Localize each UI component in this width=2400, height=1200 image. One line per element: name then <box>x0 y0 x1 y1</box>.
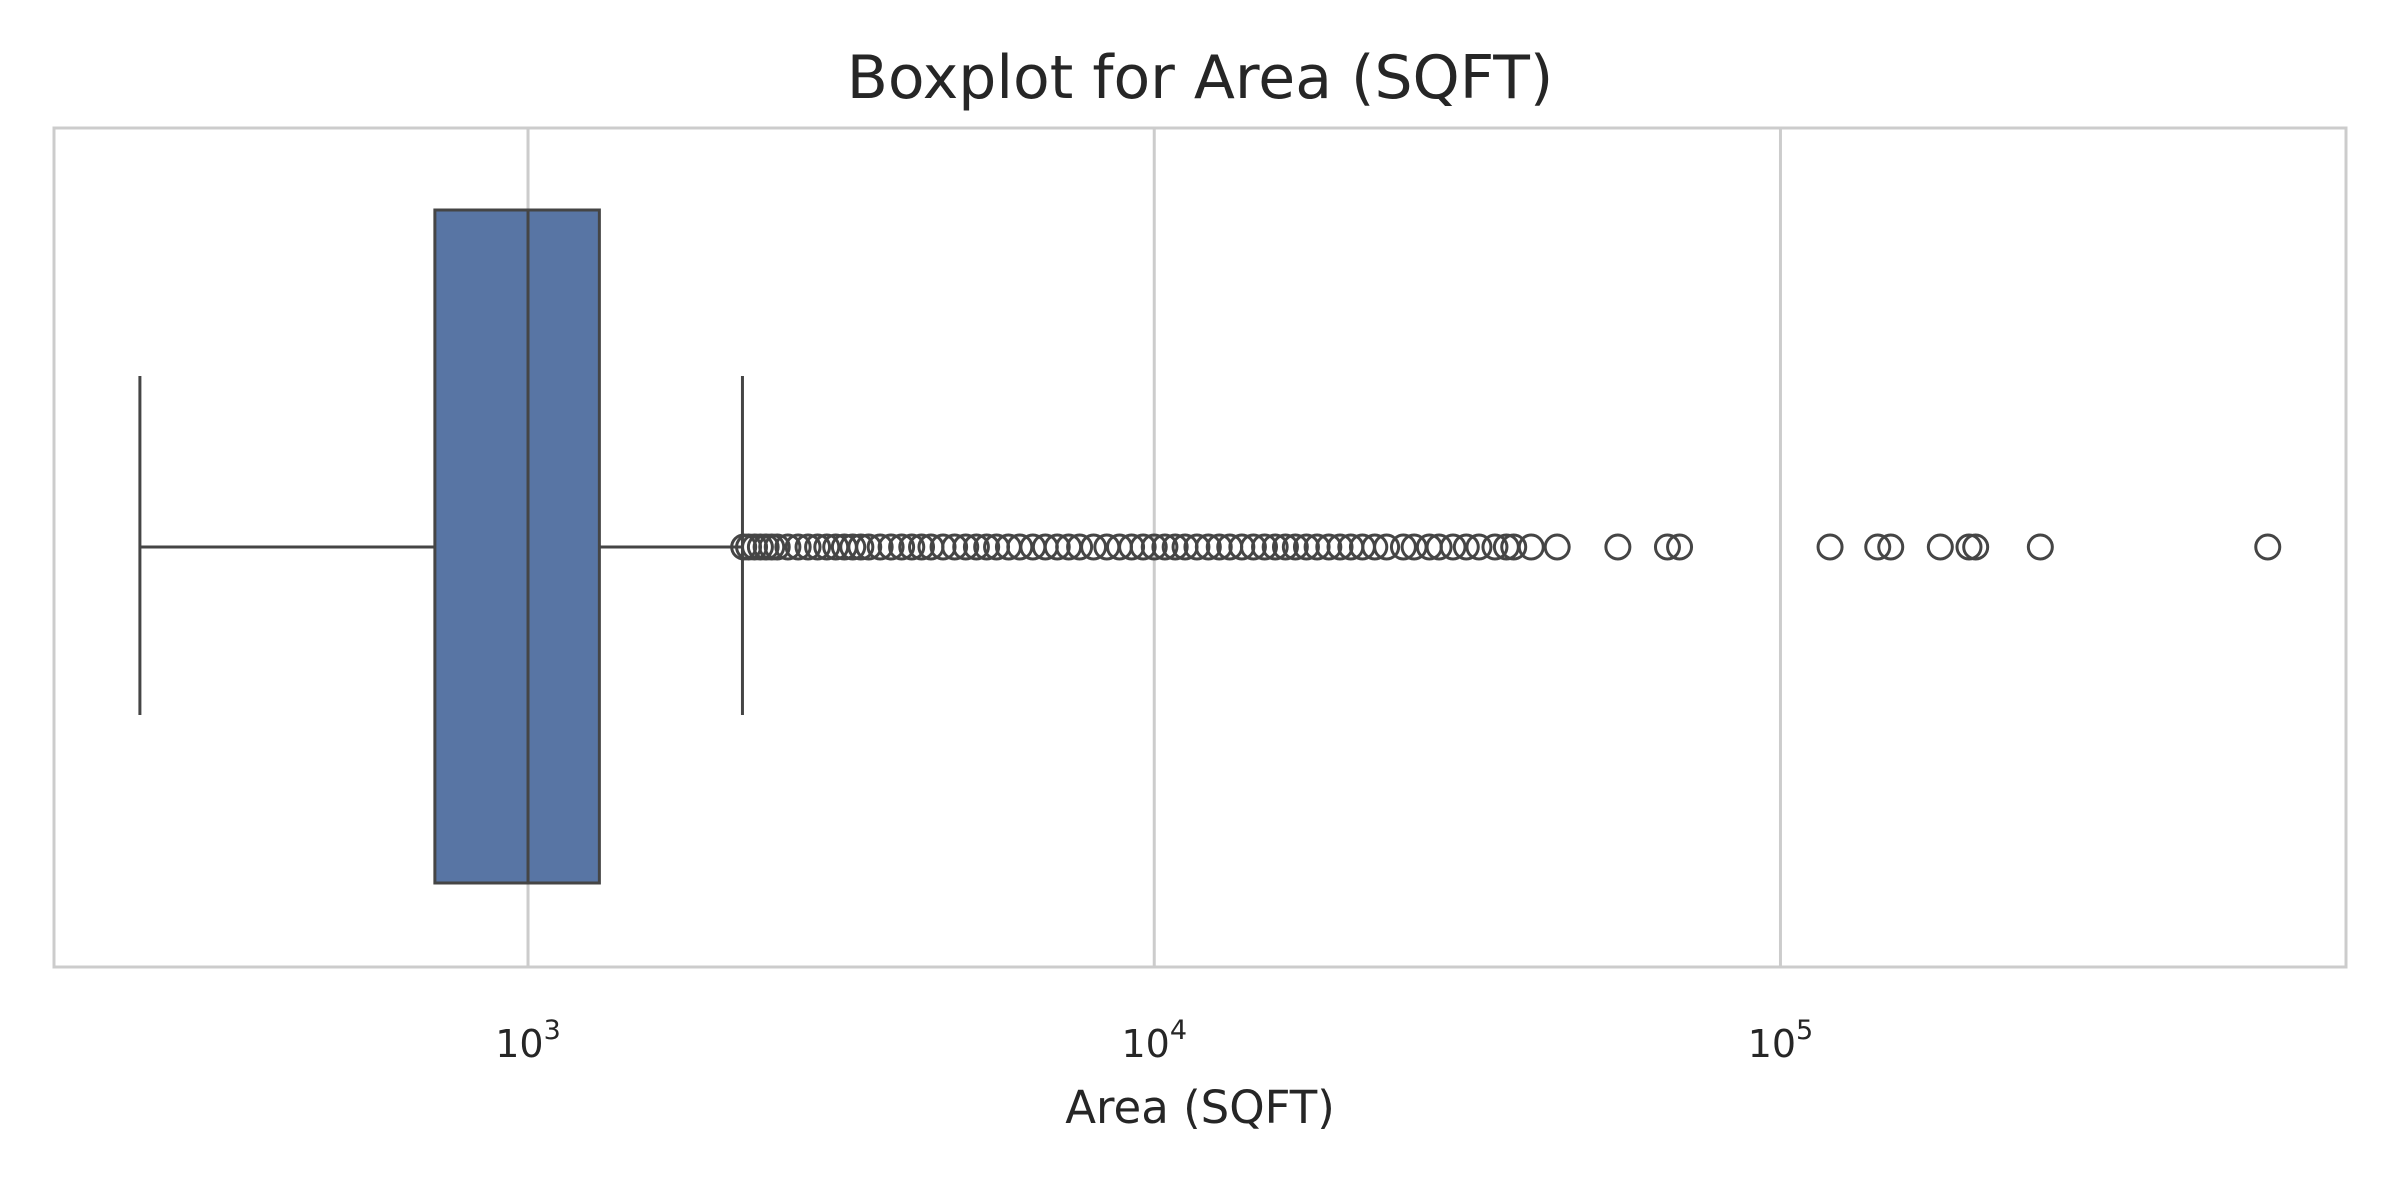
outlier-point <box>1006 533 1034 561</box>
outlier-point <box>1080 533 1108 561</box>
outlier-point <box>1194 533 1222 561</box>
outlier-point <box>1361 533 1389 561</box>
plot-frame <box>52 126 2348 969</box>
outlier-point <box>1251 533 1279 561</box>
outlier-point <box>1161 533 1189 561</box>
x-tick-label: 104 <box>1121 1015 1187 1066</box>
outlier-point <box>1140 533 1168 561</box>
outlier-point <box>1465 533 1493 561</box>
outlier-point <box>1271 533 1299 561</box>
outlier-point <box>1543 533 1571 561</box>
outlier-point <box>847 533 875 561</box>
outlier-point <box>1666 533 1694 561</box>
outlier-point <box>1481 533 1509 561</box>
outlier-point <box>1926 533 1954 561</box>
outlier-point <box>763 533 791 561</box>
outlier-point <box>1043 533 1071 561</box>
x-axis-label: Area (SQFT) <box>1065 1081 1335 1134</box>
outlier-point <box>941 533 969 561</box>
outlier-point <box>1452 533 1480 561</box>
outlier-point <box>1326 533 1354 561</box>
outlier-point <box>1439 533 1467 561</box>
outlier-point <box>1389 533 1417 561</box>
outlier-point <box>1315 533 1343 561</box>
outlier-point <box>855 533 883 561</box>
outlier-point <box>774 533 802 561</box>
outlier-point <box>1816 533 1844 561</box>
outlier-point <box>898 533 926 561</box>
outlier-point <box>794 533 822 561</box>
outlier-point <box>1281 533 1309 561</box>
x-tick-label: 105 <box>1748 1015 1814 1066</box>
outlier-point <box>2254 533 2282 561</box>
outlier-point <box>1183 533 1211 561</box>
outlier-point <box>1066 533 1094 561</box>
outlier-point <box>2026 533 2054 561</box>
outlier-point <box>1864 533 1892 561</box>
outlier-point <box>839 533 867 561</box>
outlier-point <box>908 533 936 561</box>
outlier-point <box>952 533 980 561</box>
outlier-point <box>1955 533 1983 561</box>
x-tick-labels: 103 104 105 <box>495 1015 1813 1066</box>
outlier-point <box>784 533 812 561</box>
outlier-point <box>888 533 916 561</box>
chart-title: Boxplot for Area (SQFT) <box>847 43 1554 113</box>
outlier-point <box>973 533 1001 561</box>
outlier-point <box>1962 533 1990 561</box>
outlier-point <box>1604 533 1632 561</box>
outlier-point <box>1877 533 1905 561</box>
outlier-point <box>877 533 905 561</box>
outlier-point <box>1292 533 1320 561</box>
outlier-point <box>1239 533 1267 561</box>
outlier-point <box>1517 533 1545 561</box>
outlier-point <box>1653 533 1681 561</box>
box-iqr <box>433 208 601 885</box>
plot-marks <box>138 208 2282 885</box>
x-tick-label: 103 <box>495 1015 561 1066</box>
outlier-point <box>1151 533 1179 561</box>
outlier-point <box>1261 533 1289 561</box>
outlier-point <box>962 533 990 561</box>
outlier-point <box>866 533 894 561</box>
outlier-point <box>804 533 832 561</box>
outlier-point <box>1500 533 1528 561</box>
outlier-point <box>813 533 841 561</box>
outlier-point <box>1129 533 1157 561</box>
outlier-point <box>1425 533 1453 561</box>
outlier-point <box>1373 533 1401 561</box>
